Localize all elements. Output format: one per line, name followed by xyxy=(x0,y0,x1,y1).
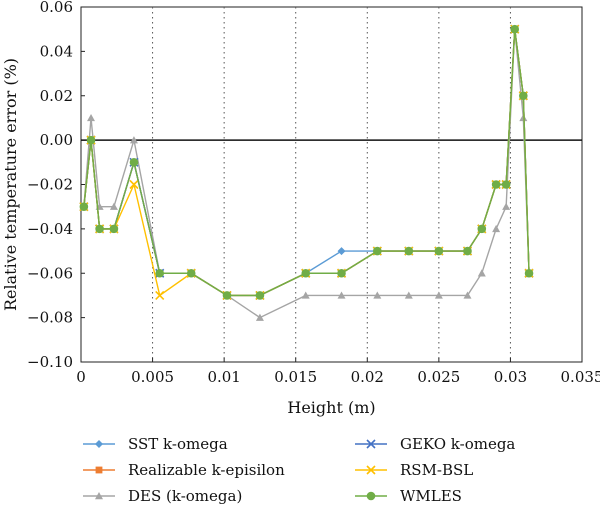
data-point xyxy=(463,291,472,299)
data-point xyxy=(155,268,165,278)
x-axis-title: Height (m) xyxy=(287,398,375,417)
legend-label: SST k-omega xyxy=(128,435,228,453)
legend-swatch-marker xyxy=(366,465,376,475)
data-point xyxy=(301,291,310,299)
y-tick-label: 0.00 xyxy=(40,131,73,149)
legend-swatch-marker xyxy=(366,439,376,449)
legend-swatch-marker xyxy=(95,466,103,474)
data-point xyxy=(491,180,501,189)
y-tick-label: −0.04 xyxy=(27,220,73,238)
data-point xyxy=(86,135,96,145)
series-line xyxy=(83,29,530,297)
x-tick-label: 0.025 xyxy=(417,368,460,386)
x-tick-label: 0.03 xyxy=(494,368,527,386)
data-point xyxy=(129,158,139,167)
data-point xyxy=(492,224,501,233)
y-axis-title: Relative temperature error (%) xyxy=(1,58,20,311)
data-point xyxy=(129,136,138,144)
data-point xyxy=(501,180,511,189)
data-point xyxy=(477,269,486,277)
data-point xyxy=(109,202,118,210)
x-tick-label: 0.02 xyxy=(351,368,384,386)
y-tick-label: −0.06 xyxy=(27,264,73,282)
series-geko-k-omega xyxy=(79,24,534,301)
data-point xyxy=(404,246,414,256)
data-point xyxy=(109,224,119,234)
data-point xyxy=(79,202,89,211)
legend: SST k-omega Realizable k-episilon DES (k-o… xyxy=(83,435,515,505)
legend-label: RSM-BSL xyxy=(400,461,473,479)
data-point xyxy=(434,291,443,299)
data-point xyxy=(87,113,96,122)
series-rsm-bsl xyxy=(79,24,534,301)
legend-label: Realizable k-episilon xyxy=(128,461,285,479)
data-point xyxy=(373,246,382,256)
legend-item: GEKO k-omega xyxy=(355,435,515,453)
y-tick-label: 0.04 xyxy=(40,42,73,60)
x-tick-label: 0 xyxy=(76,368,86,386)
y-tick-label: −0.02 xyxy=(27,176,73,194)
legend-label: WMLES xyxy=(400,487,462,505)
x-tick-label: 0.005 xyxy=(131,368,174,386)
legend-swatch-marker xyxy=(366,491,376,501)
data-point xyxy=(519,91,528,101)
series-realizable-k-episilon xyxy=(80,25,533,299)
data-point xyxy=(255,313,264,321)
data-point xyxy=(434,246,444,256)
series-wmles xyxy=(79,24,534,300)
data-point xyxy=(524,268,534,278)
data-point xyxy=(186,268,196,278)
y-tick-label: 0.06 xyxy=(40,0,73,16)
x-tick-label: 0.01 xyxy=(207,368,240,386)
series-sst-k-omega xyxy=(79,25,534,300)
data-point xyxy=(95,224,104,234)
legend-item: DES (k-omega) xyxy=(83,487,242,505)
data-point xyxy=(337,247,346,256)
legend-label: DES (k-omega) xyxy=(128,487,242,505)
data-point xyxy=(337,268,346,278)
data-point xyxy=(222,291,232,300)
data-point xyxy=(155,290,165,301)
data-point xyxy=(129,179,139,190)
data-point xyxy=(373,291,382,299)
y-tick-label: −0.10 xyxy=(27,353,73,371)
data-point xyxy=(477,224,487,234)
data-point xyxy=(255,291,265,300)
legend-item: RSM-BSL xyxy=(355,461,473,479)
data-point xyxy=(404,291,413,299)
y-tick-label: 0.02 xyxy=(40,87,73,105)
x-tick-label: 0.035 xyxy=(561,368,600,386)
legend-item: Realizable k-episilon xyxy=(83,461,285,479)
legend-item: SST k-omega xyxy=(83,435,228,453)
data-point xyxy=(519,113,528,122)
x-tick-label: 0.015 xyxy=(274,368,317,386)
legend-swatch-marker xyxy=(95,440,103,448)
data-point xyxy=(301,268,311,278)
legend-item: WMLES xyxy=(355,487,462,505)
data-point xyxy=(510,24,520,34)
data-point xyxy=(502,202,511,210)
legend-swatch-marker xyxy=(95,492,103,500)
y-tick-label: −0.08 xyxy=(27,309,73,327)
legend-label: GEKO k-omega xyxy=(400,435,515,453)
data-point xyxy=(463,246,472,256)
data-point xyxy=(337,291,346,299)
